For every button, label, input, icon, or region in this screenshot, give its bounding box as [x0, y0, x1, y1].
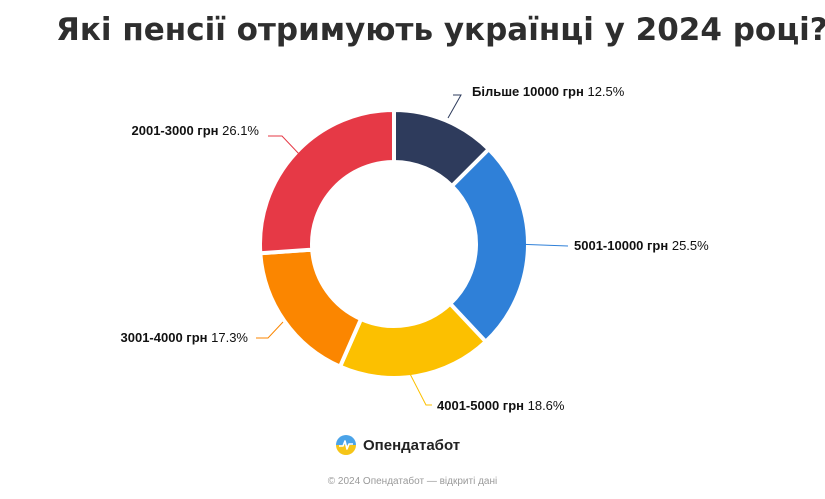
slice-category-label: Більше 10000 грн — [472, 84, 587, 99]
slice-category-label: 5001-10000 грн — [574, 238, 672, 253]
slice-label-4001-5000: 4001-5000 грн 18.6% — [437, 398, 565, 413]
slice-label-2001-3000: 2001-3000 грн 26.1% — [132, 123, 260, 138]
slice-5001-10000[interactable] — [448, 147, 530, 344]
slice-category-label: 3001-4000 грн — [121, 330, 212, 345]
slice-value-label: 17.3% — [211, 330, 248, 345]
chart-title: Які пенсії отримують українці у 2024 роц… — [56, 12, 825, 48]
slice-label-5001-10000: 5001-10000 грн 25.5% — [574, 238, 709, 253]
leader-line-4001-5000 — [407, 369, 432, 406]
slice-2001-3000[interactable] — [258, 108, 396, 256]
slice-category-label: 4001-5000 грн — [437, 398, 528, 413]
leader-line-over-10000 — [447, 94, 462, 119]
leader-line-2001-3000 — [268, 135, 301, 156]
footer-credit: © 2024 Опендатабот — відкриті дані — [327, 476, 498, 487]
slice-value-label: 25.5% — [672, 238, 709, 253]
brand[interactable]: Опендатабот — [335, 434, 460, 456]
leader-line-5001-10000 — [513, 243, 569, 247]
slice-label-3001-4000: 3001-4000 грн 17.3% — [121, 330, 249, 345]
leader-line-3001-4000 — [256, 321, 284, 339]
donut-chart: Більше 10000 грн 12.5% 5001-10000 грн 25.… — [121, 84, 710, 413]
brand-name: Опендатабот — [363, 436, 461, 454]
opendatabot-logo-icon — [336, 435, 356, 455]
slice-value-label: 18.6% — [528, 398, 565, 413]
slice-value-label: 26.1% — [222, 123, 259, 138]
slice-value-label: 12.5% — [587, 84, 624, 99]
slice-label-over-10000: Більше 10000 грн 12.5% — [472, 84, 625, 99]
slice-3001-4000[interactable] — [258, 247, 363, 369]
slice-category-label: 2001-3000 грн — [132, 123, 223, 138]
